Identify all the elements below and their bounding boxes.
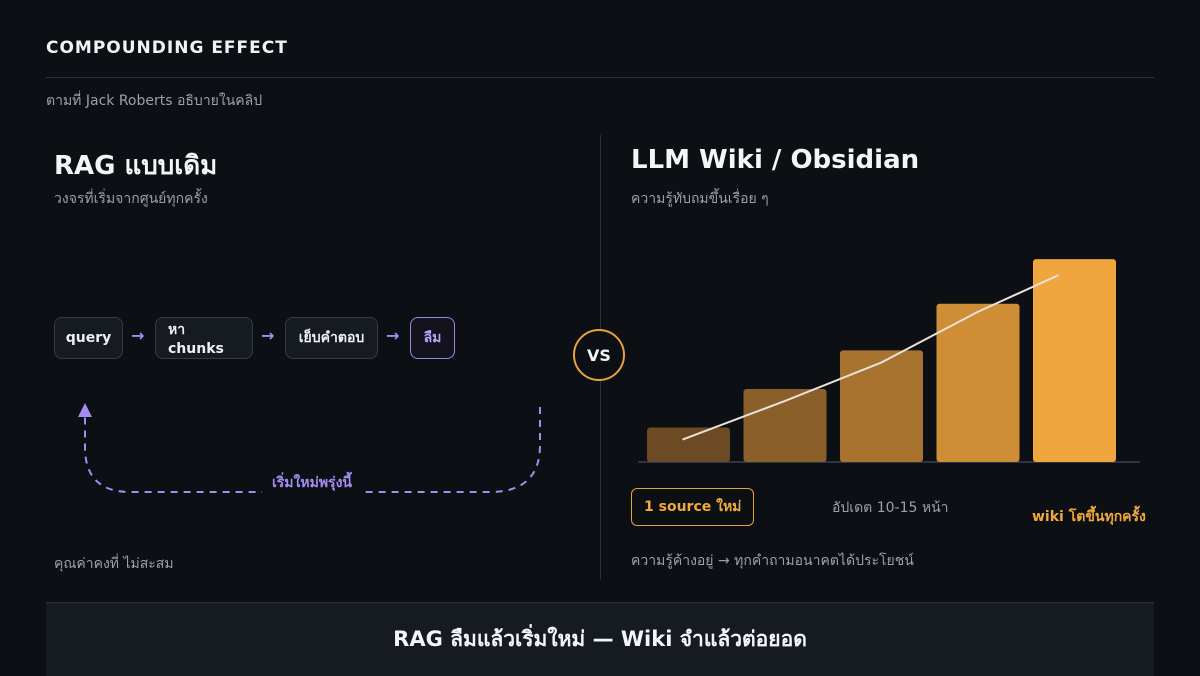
new-source-pill: 1 source ใหม่ bbox=[631, 488, 755, 526]
rag-panel-title: RAG แบบเดิม bbox=[54, 151, 218, 181]
vs-badge: VS bbox=[573, 329, 625, 381]
bar-3 bbox=[840, 350, 923, 462]
footer-summary: RAG ลืมแล้วเริ่มใหม่ — Wiki จำแล้วต่อยอด bbox=[46, 602, 1154, 676]
rag-note: คุณค่าคงที่ ไม่สะสม bbox=[54, 556, 174, 572]
page-subtitle: ตามที่ Jack Roberts อธิบายในคลิป bbox=[46, 93, 263, 109]
bar-5 bbox=[1033, 259, 1116, 462]
rag-panel-subtitle: วงจรที่เริ่มจากศูนย์ทุกครั้ง bbox=[54, 191, 208, 207]
arrow-icon: → bbox=[386, 326, 400, 345]
restart-tomorrow-label: เริ่มใหม่พรุ่งนี้ bbox=[262, 472, 362, 494]
arrow-icon: → bbox=[261, 326, 275, 345]
eyebrow-title: COMPOUNDING EFFECT bbox=[46, 38, 288, 58]
wiki-note: ความรู้ค้างอยู่ → ทุกคำถามอนาคตได้ประโยช… bbox=[631, 553, 914, 569]
step-forget: ลืม bbox=[410, 317, 455, 359]
arrow-icon: → bbox=[131, 326, 145, 345]
bar-4 bbox=[936, 303, 1020, 462]
step-find-chunks: หา chunks bbox=[155, 317, 253, 359]
wiki-panel-subtitle: ความรู้ทับถมขึ้นเรื่อย ๆ bbox=[631, 191, 769, 207]
wiki-grows-label: wiki โตขึ้นทุกครั้ง bbox=[1032, 509, 1146, 525]
step-query: query bbox=[54, 317, 123, 359]
update-pages-label: อัปเดต 10-15 หน้า bbox=[832, 500, 949, 516]
trend-line bbox=[682, 274, 1059, 441]
growth-chart bbox=[638, 259, 1140, 463]
step-stitch-answer: เย็บคำตอบ bbox=[285, 317, 378, 359]
bar-2 bbox=[743, 388, 827, 462]
wiki-panel-title: LLM Wiki / Obsidian bbox=[631, 145, 920, 175]
restart-loop-arrow bbox=[78, 403, 541, 493]
top-divider bbox=[46, 77, 1154, 78]
bar-1 bbox=[647, 427, 730, 462]
